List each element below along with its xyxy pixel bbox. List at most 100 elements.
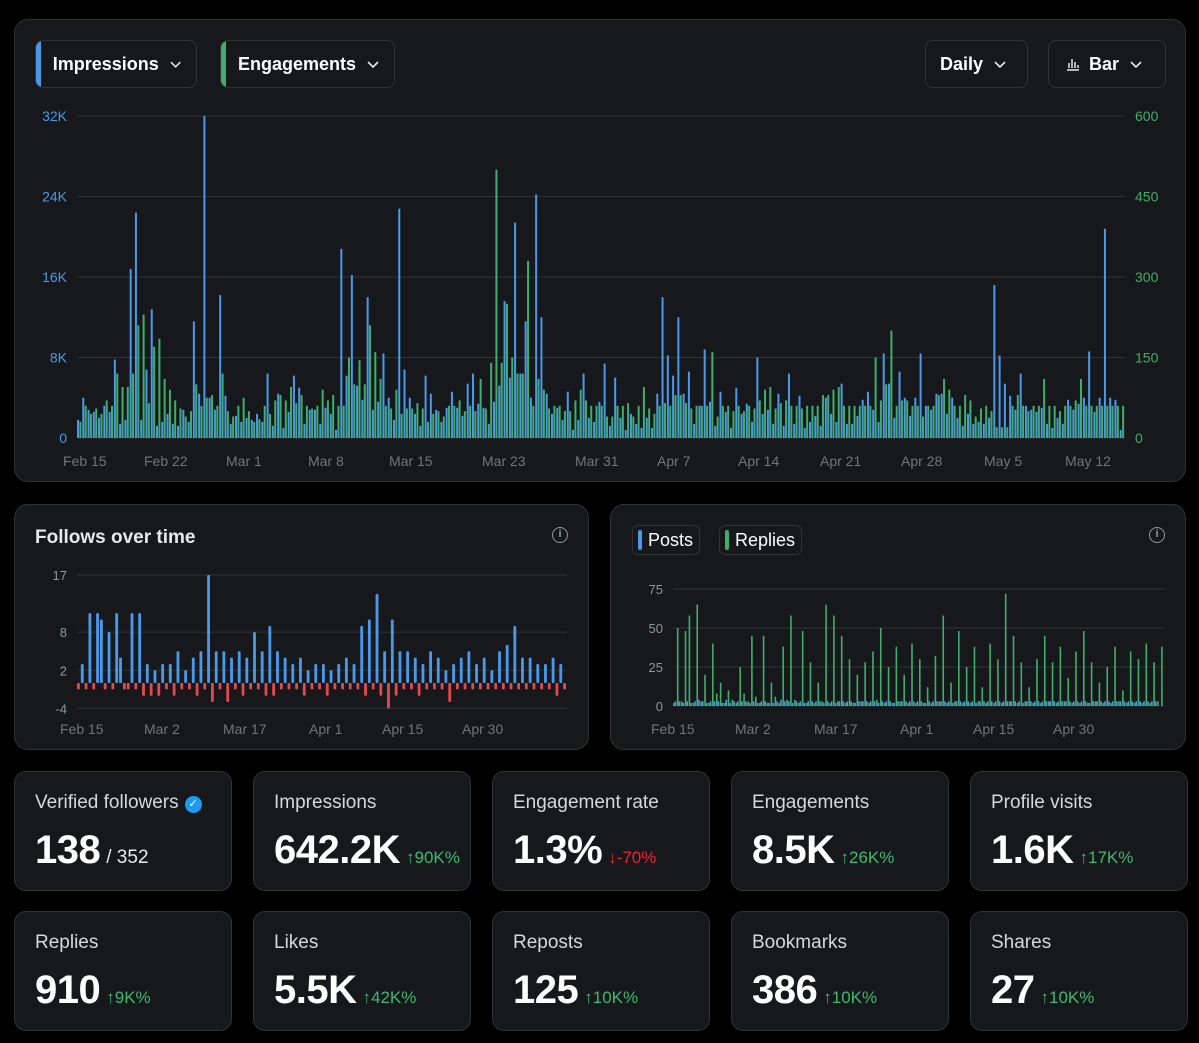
replies-bar: [1047, 701, 1050, 706]
engagements-bar: [153, 346, 156, 438]
impressions-bar: [1035, 411, 1038, 438]
impressions-bar: [830, 413, 833, 438]
impressions-bar: [408, 397, 411, 438]
engagements-bar: [416, 403, 419, 438]
impressions-bar: [587, 417, 590, 438]
follows-bar: [544, 663, 547, 683]
unfollows-bar: [517, 683, 521, 690]
info-icon[interactable]: i: [1149, 527, 1165, 543]
posts-bar: [850, 701, 853, 706]
engagements-bar: [263, 405, 266, 438]
unfollows-bar: [180, 683, 184, 690]
y-tick-label: -4: [55, 701, 67, 716]
stat-card-engagement-rate[interactable]: Engagement rate 1.3% ↓-70%: [492, 771, 710, 891]
engagements-bar: [316, 405, 319, 438]
legend-posts[interactable]: Posts: [632, 525, 701, 555]
chart-type-select[interactable]: Bar: [1048, 40, 1166, 88]
posts-bar: [752, 701, 755, 706]
unfollows-bar: [540, 683, 544, 690]
stat-card-replies[interactable]: Replies 910 ↑9K%: [14, 911, 232, 1031]
impressions-bar: [1061, 423, 1064, 438]
stat-value-text: 1.6K: [991, 828, 1074, 872]
stat-card-impressions[interactable]: Impressions 642.2K ↑90K%: [253, 771, 471, 891]
stat-card-profile-visits[interactable]: Profile visits 1.6K ↑17K%: [970, 771, 1188, 891]
legend-replies[interactable]: Replies: [719, 525, 803, 555]
metric2-select[interactable]: Engagements: [220, 40, 395, 88]
impressions-bar: [498, 385, 501, 438]
posts-bar: [1143, 701, 1145, 706]
follows-chart: -4 2 8 17 Feb 15 Mar 2 Mar 17 Apr 1 Apr 15 Apr 30: [53, 568, 567, 737]
replies-bar: [985, 702, 987, 706]
impressions-bar: [898, 371, 901, 438]
interval-select[interactable]: Daily: [925, 40, 1028, 88]
impressions-bar: [203, 116, 206, 438]
engagements-bar: [500, 362, 503, 438]
engagements-bar: [379, 378, 382, 438]
stat-value-text: 5.5K: [274, 968, 357, 1012]
replies-bar: [997, 659, 999, 706]
engagements-bar: [247, 411, 250, 438]
stat-card-likes[interactable]: Likes 5.5K ↑42K%: [253, 911, 471, 1031]
unfollows-bar: [509, 683, 513, 690]
impressions-bar: [866, 391, 869, 438]
engagements-bar: [295, 403, 298, 438]
stat-card-bookmarks[interactable]: Bookmarks 386 ↑10K%: [731, 911, 949, 1031]
impressions-bar: [940, 393, 943, 438]
chevron-down-icon: [170, 61, 181, 68]
engagements-bar: [237, 405, 240, 438]
unfollows-bar: [279, 683, 283, 690]
engagements-bar: [590, 405, 593, 438]
impressions-bar: [1103, 228, 1106, 438]
replies-bar: [922, 702, 925, 706]
engagements-bar: [1032, 405, 1035, 438]
follows-bar: [536, 663, 540, 683]
impressions-bar: [903, 397, 906, 438]
unfollows-bar: [126, 683, 130, 690]
engagements-bar: [721, 405, 724, 438]
stat-value-text: 1.3%: [513, 828, 603, 872]
engagements-bar: [653, 413, 656, 438]
replies-bar: [1153, 662, 1155, 706]
impressions-bar: [703, 349, 706, 438]
unfollows-bar: [264, 683, 268, 696]
follows-bar: [161, 663, 165, 683]
left-tick-label: 16K: [42, 269, 68, 285]
impressions-bar: [798, 395, 801, 438]
engagements-bar: [785, 400, 788, 438]
posts-bar: [1112, 701, 1114, 706]
impressions-bar: [466, 383, 469, 438]
follows-bar: [322, 663, 325, 683]
engagements-bar: [1106, 405, 1109, 438]
posts-bar: [1045, 701, 1048, 706]
engagements-bar: [922, 416, 925, 438]
impressions-bar: [392, 419, 395, 438]
stat-card-engagements[interactable]: Engagements 8.5K ↑26K%: [731, 771, 949, 891]
follows-bar: [138, 613, 142, 683]
engagements-bar: [448, 405, 451, 438]
follows-bar: [245, 657, 249, 683]
stat-title: Bookmarks: [752, 932, 847, 954]
posts-bar: [928, 701, 931, 706]
posts-bar: [1026, 701, 1028, 706]
stat-card-verified-followers[interactable]: Verified followers ✓ 138/ 352: [14, 771, 232, 891]
stat-card-reposts[interactable]: Reposts 125 ↑10K%: [492, 911, 710, 1031]
y-tick-label: 75: [649, 582, 663, 597]
engagements-bar: [232, 416, 235, 438]
replies-bar: [790, 615, 792, 706]
stat-card-shares[interactable]: Shares 27 ↑10K%: [970, 911, 1188, 1031]
engagements-bar: [958, 405, 961, 438]
engagements-bar: [832, 389, 835, 438]
replies-bar: [958, 631, 960, 706]
info-icon[interactable]: i: [552, 527, 568, 543]
posts-bar: [776, 701, 778, 706]
metric1-select[interactable]: Impressions: [35, 40, 197, 88]
impressions-bar: [398, 208, 401, 438]
follows-bar: [314, 663, 318, 683]
right-tick-label: 300: [1135, 269, 1159, 285]
replies-bar: [743, 693, 745, 706]
stat-value: 125 ↑10K%: [513, 968, 638, 1013]
impressions-bar: [935, 393, 938, 438]
posts-bar: [1147, 701, 1149, 706]
posts-bar: [1092, 701, 1095, 706]
engagements-bar: [511, 357, 514, 438]
